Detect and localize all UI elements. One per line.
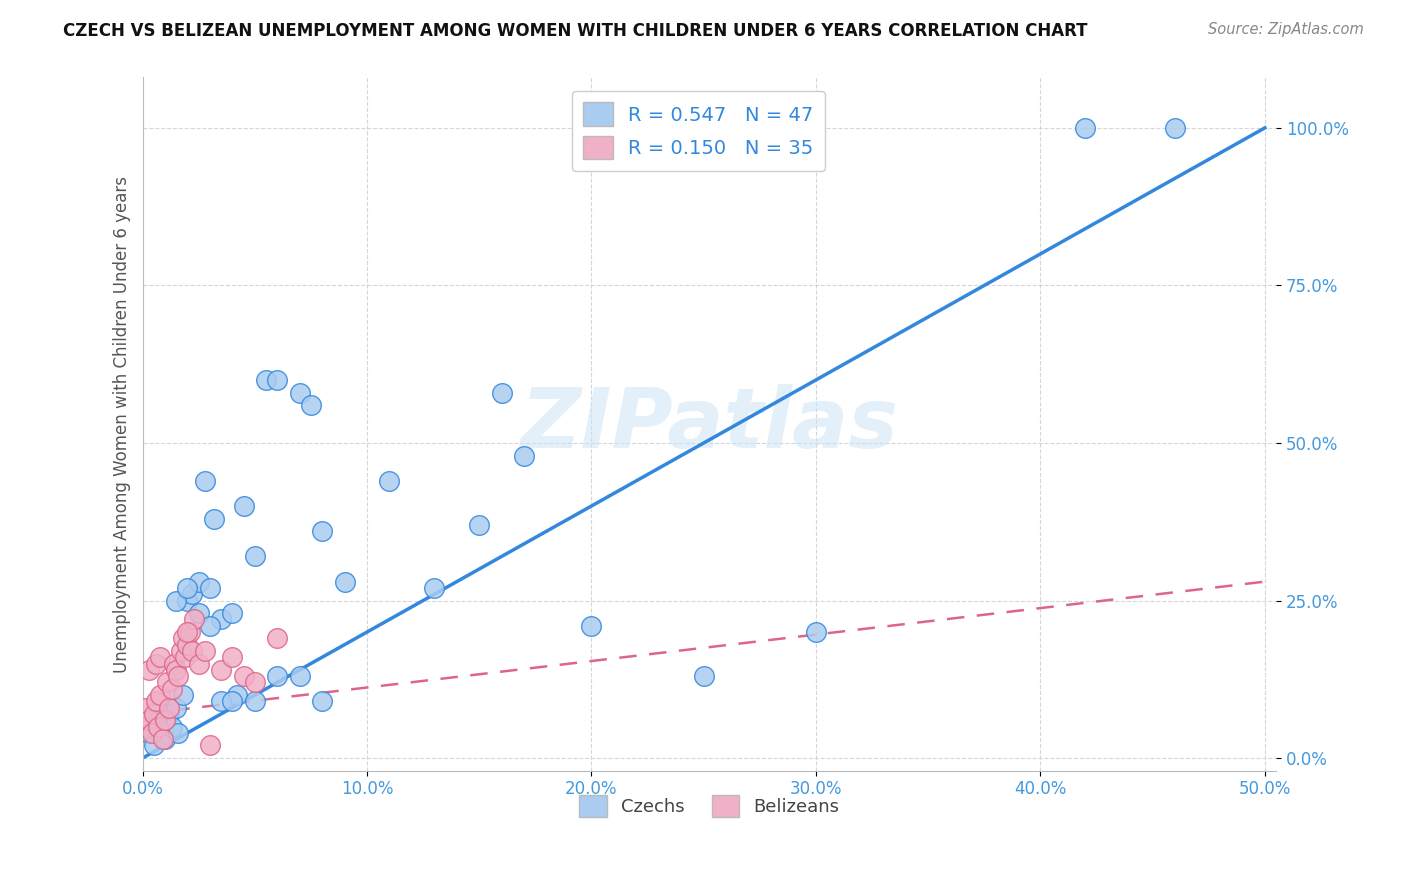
Point (198, 581, 221, 595)
Point (243, 694, 266, 708)
Point (148, 720, 170, 734)
Point (172, 688, 194, 702)
Point (198, 739, 221, 753)
Point (163, 657, 186, 671)
Point (160, 681, 183, 696)
Point (513, 449, 536, 463)
Point (152, 713, 174, 727)
Point (183, 612, 205, 626)
Point (167, 726, 190, 740)
Point (491, 385, 513, 400)
Y-axis label: Unemployment Among Women with Children Under 6 years: Unemployment Among Women with Children U… (114, 176, 131, 673)
Point (149, 688, 172, 702)
Point (232, 499, 254, 513)
Point (187, 574, 209, 589)
Point (179, 625, 201, 640)
Point (165, 593, 187, 607)
Point (142, 706, 165, 721)
Point (172, 632, 194, 646)
Point (153, 732, 176, 747)
Point (165, 663, 187, 677)
Text: CZECH VS BELIZEAN UNEMPLOYMENT AMONG WOMEN WITH CHILDREN UNDER 6 YEARS CORRELATI: CZECH VS BELIZEAN UNEMPLOYMENT AMONG WOM… (63, 22, 1088, 40)
Point (159, 706, 181, 721)
Point (167, 669, 190, 683)
Point (145, 657, 167, 671)
Point (209, 694, 232, 708)
Point (142, 739, 165, 753)
Point (1164, 120, 1187, 135)
Point (221, 694, 243, 708)
Point (194, 644, 217, 658)
Point (176, 581, 198, 595)
Point (149, 650, 172, 665)
Point (138, 713, 160, 727)
Point (266, 632, 288, 646)
Point (333, 574, 356, 589)
Point (136, 720, 159, 734)
Point (209, 612, 232, 626)
Point (141, 726, 163, 740)
Point (423, 581, 446, 595)
Point (202, 511, 225, 525)
Point (176, 625, 198, 640)
Point (254, 373, 277, 387)
Point (288, 385, 311, 400)
Point (176, 593, 198, 607)
Point (165, 700, 187, 714)
Point (134, 700, 156, 714)
Point (232, 669, 254, 683)
Point (378, 474, 401, 488)
Point (138, 726, 160, 740)
Point (159, 700, 181, 714)
Point (198, 619, 221, 633)
Point (243, 675, 266, 690)
Point (243, 549, 266, 564)
Point (288, 669, 311, 683)
Point (194, 474, 217, 488)
Point (180, 644, 202, 658)
Point (156, 675, 179, 690)
Point (170, 644, 193, 658)
Point (148, 720, 170, 734)
Point (174, 650, 197, 665)
Point (221, 650, 243, 665)
Point (266, 373, 288, 387)
Point (804, 625, 827, 640)
Point (266, 669, 288, 683)
Point (692, 669, 714, 683)
Point (221, 606, 243, 620)
Point (145, 694, 167, 708)
Legend: Czechs, Belizeans: Czechs, Belizeans (572, 788, 846, 824)
Point (160, 720, 183, 734)
Point (138, 663, 160, 677)
Text: Source: ZipAtlas.com: Source: ZipAtlas.com (1208, 22, 1364, 37)
Point (1074, 120, 1097, 135)
Point (311, 694, 333, 708)
Point (225, 688, 247, 702)
Point (468, 517, 491, 532)
Text: ZIPatlas: ZIPatlas (520, 384, 898, 465)
Point (311, 524, 333, 539)
Point (299, 398, 322, 412)
Point (152, 732, 174, 747)
Point (176, 638, 198, 652)
Point (187, 606, 209, 620)
Point (180, 587, 202, 601)
Point (209, 663, 232, 677)
Point (153, 713, 176, 727)
Point (187, 657, 209, 671)
Point (581, 619, 603, 633)
